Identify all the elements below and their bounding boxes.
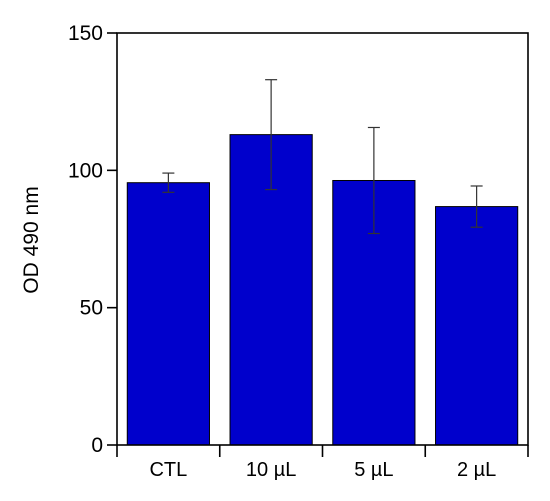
x-tick-label-2: 5 µL bbox=[354, 459, 393, 481]
x-axis: CTL 10 µL 5 µL 2 µL bbox=[116, 445, 529, 481]
bar-3 bbox=[435, 206, 519, 446]
x-tick-label-1: 10 µL bbox=[246, 459, 296, 481]
x-tick-label-0: CTL bbox=[149, 459, 187, 481]
y-axis: 0 50 100 150 bbox=[68, 22, 117, 457]
x-tick-label-3: 2 µL bbox=[457, 459, 496, 481]
error-bars-layer bbox=[162, 79, 483, 235]
y-tick-label-1: 50 bbox=[80, 297, 103, 320]
y-tick-label-3: 150 bbox=[68, 22, 103, 45]
bars-layer bbox=[126, 134, 519, 446]
y-tick-label-0: 0 bbox=[91, 434, 103, 457]
bar-0 bbox=[126, 182, 210, 446]
y-axis-label: OD 490 nm bbox=[20, 186, 43, 293]
y-tick-label-2: 100 bbox=[68, 159, 103, 182]
